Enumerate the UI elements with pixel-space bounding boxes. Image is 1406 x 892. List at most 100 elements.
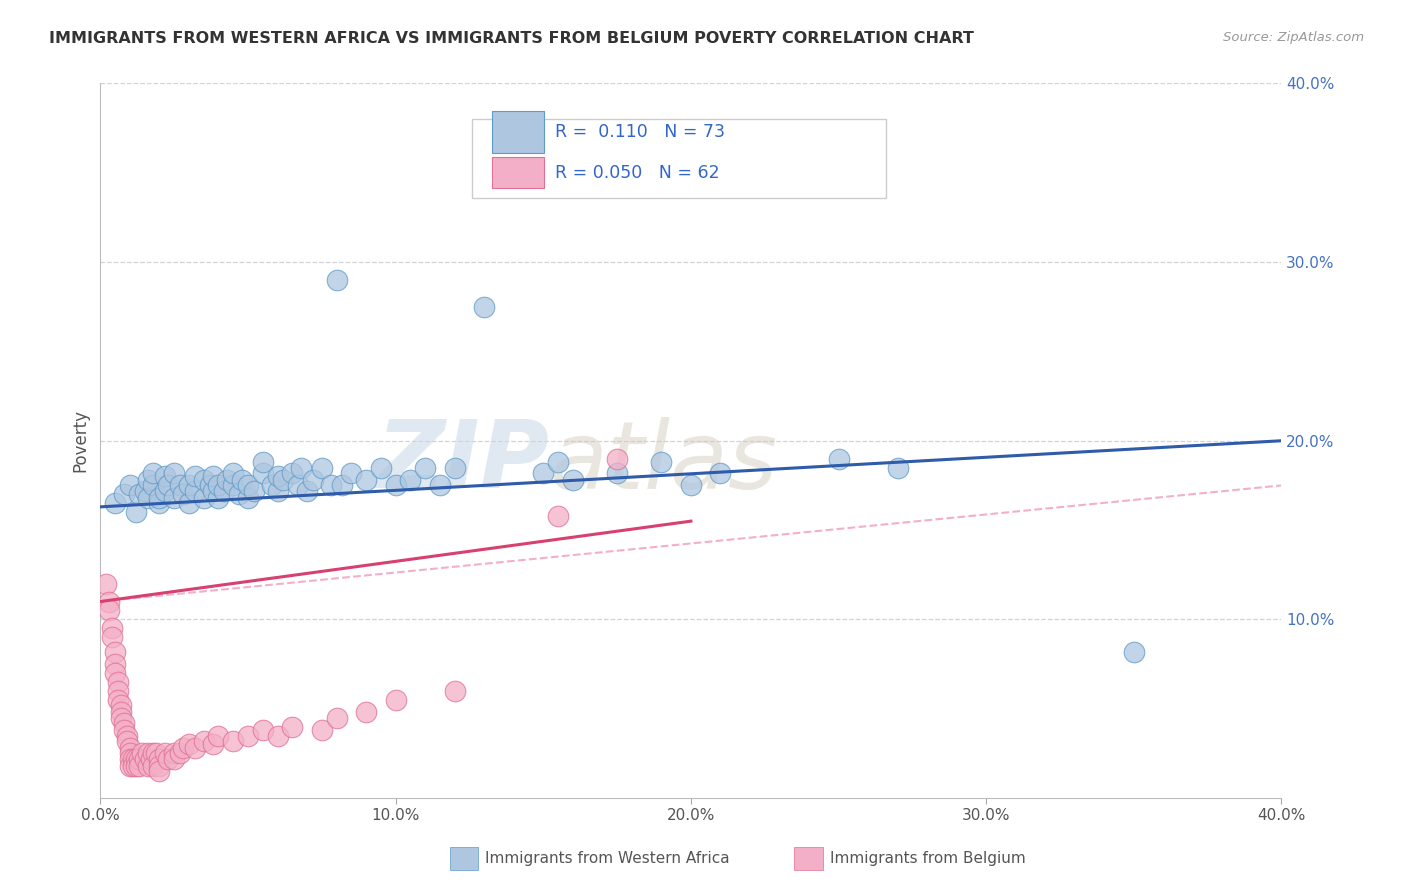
Point — [290, 460, 312, 475]
Point — [311, 723, 333, 738]
Point — [104, 665, 127, 680]
Point — [207, 729, 229, 743]
Text: Source: ZipAtlas.com: Source: ZipAtlas.com — [1223, 31, 1364, 45]
Point — [163, 466, 186, 480]
Point — [177, 478, 200, 492]
Point — [134, 483, 156, 498]
Point — [650, 455, 672, 469]
Point — [177, 496, 200, 510]
Point — [169, 747, 191, 761]
Point — [252, 455, 274, 469]
Point — [325, 711, 347, 725]
Point — [236, 478, 259, 492]
Point — [118, 759, 141, 773]
Point — [142, 466, 165, 480]
Point — [125, 759, 148, 773]
Point — [104, 644, 127, 658]
Point — [547, 455, 569, 469]
Point — [98, 603, 121, 617]
Point — [207, 478, 229, 492]
Point — [112, 716, 135, 731]
Point — [222, 478, 245, 492]
Point — [104, 496, 127, 510]
Point — [118, 752, 141, 766]
Y-axis label: Poverty: Poverty — [72, 409, 89, 472]
Point — [709, 466, 731, 480]
Point — [354, 473, 377, 487]
Point — [145, 747, 167, 761]
Point — [148, 496, 170, 510]
Point — [384, 693, 406, 707]
Point — [184, 741, 207, 756]
Bar — [492, 157, 544, 188]
Point — [107, 684, 129, 698]
Point — [252, 466, 274, 480]
Point — [172, 741, 194, 756]
Point — [121, 759, 143, 773]
Text: Immigrants from Belgium: Immigrants from Belgium — [830, 852, 1025, 866]
Point — [110, 711, 132, 725]
Point — [131, 747, 153, 761]
Point — [148, 752, 170, 766]
Point — [121, 752, 143, 766]
Point — [606, 466, 628, 480]
Point — [325, 273, 347, 287]
Point — [193, 734, 215, 748]
Point — [531, 466, 554, 480]
Point — [101, 621, 124, 635]
Point — [163, 491, 186, 505]
Point — [115, 734, 138, 748]
Point — [827, 451, 849, 466]
Point — [142, 759, 165, 773]
Point — [236, 491, 259, 505]
Text: atlas: atlas — [550, 417, 778, 508]
Text: Immigrants from Western Africa: Immigrants from Western Africa — [485, 852, 730, 866]
Point — [139, 752, 162, 766]
Point — [1122, 644, 1144, 658]
Point — [163, 747, 186, 761]
Point — [136, 759, 159, 773]
Point — [287, 478, 309, 492]
Point — [201, 469, 224, 483]
Point — [472, 300, 495, 314]
Point — [136, 473, 159, 487]
Bar — [492, 112, 544, 153]
Point — [266, 483, 288, 498]
FancyBboxPatch shape — [472, 120, 886, 198]
Point — [128, 752, 150, 766]
Point — [184, 483, 207, 498]
Point — [222, 734, 245, 748]
Text: IMMIGRANTS FROM WESTERN AFRICA VS IMMIGRANTS FROM BELGIUM POVERTY CORRELATION CH: IMMIGRANTS FROM WESTERN AFRICA VS IMMIGR… — [49, 31, 974, 46]
Point — [115, 729, 138, 743]
Text: ZIP: ZIP — [377, 417, 550, 508]
Point — [260, 478, 283, 492]
Point — [606, 451, 628, 466]
Point — [157, 478, 180, 492]
Point — [547, 508, 569, 523]
Bar — [450, 847, 478, 870]
Point — [886, 460, 908, 475]
Point — [413, 460, 436, 475]
Point — [107, 693, 129, 707]
Point — [198, 478, 221, 492]
Point — [193, 473, 215, 487]
Point — [243, 483, 266, 498]
Point — [96, 576, 118, 591]
Point — [155, 469, 177, 483]
Point — [142, 747, 165, 761]
Point — [281, 720, 304, 734]
Point — [169, 478, 191, 492]
Point — [399, 473, 422, 487]
Point — [236, 729, 259, 743]
Point — [134, 752, 156, 766]
Point — [201, 738, 224, 752]
Point — [443, 684, 465, 698]
Point — [128, 487, 150, 501]
Point — [266, 729, 288, 743]
Point — [443, 460, 465, 475]
Point — [142, 478, 165, 492]
Point — [101, 630, 124, 644]
Point — [136, 491, 159, 505]
Point — [125, 505, 148, 519]
Text: R = 0.050   N = 62: R = 0.050 N = 62 — [555, 164, 720, 182]
